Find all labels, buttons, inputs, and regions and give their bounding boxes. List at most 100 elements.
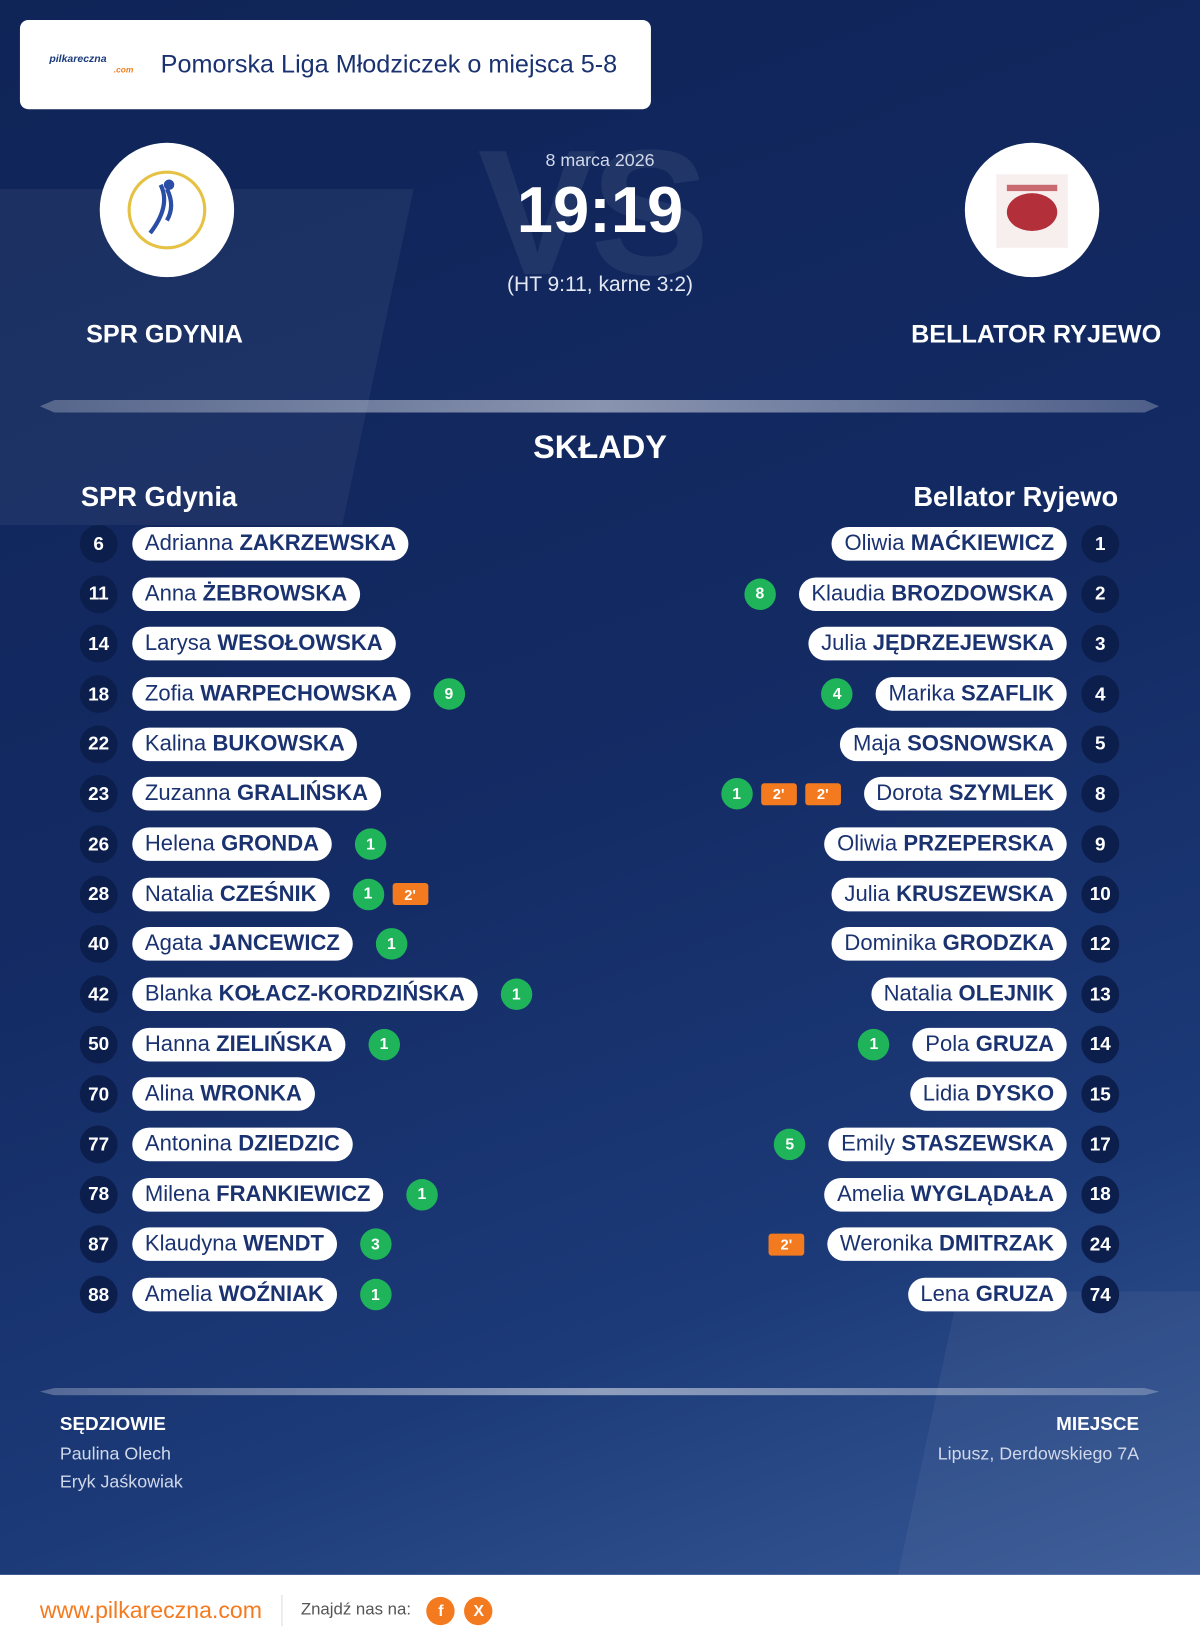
player-row: 14 Pola GRUZA 1 xyxy=(858,1025,1120,1064)
player-row: 11 Anna ŻEBROWSKA xyxy=(79,574,360,613)
first-name: Emily xyxy=(841,1131,896,1156)
player-row: 24 Weronika DMITRZAK 2' xyxy=(768,1225,1120,1264)
away-logo xyxy=(996,174,1068,248)
last-name: DZIEDZIC xyxy=(238,1131,340,1156)
last-name: WESOŁOWSKA xyxy=(217,631,383,656)
x-link[interactable]: X xyxy=(464,1596,493,1625)
goals-badge: 4 xyxy=(821,678,853,710)
bg-shape xyxy=(895,1291,1200,1586)
last-name: GRODZKA xyxy=(942,931,1055,956)
first-name: Blanka xyxy=(144,981,213,1006)
first-name: Julia xyxy=(821,631,867,656)
league-card: pilkareczna .com Pomorska Liga Młodziczek… xyxy=(19,19,651,110)
player-row: 14 Larysa WESOŁOWSKA xyxy=(79,625,396,663)
first-name: Maja xyxy=(852,731,901,756)
events: 2' xyxy=(768,1233,805,1256)
player-name: Lidia DYSKO xyxy=(910,1077,1067,1112)
last-name: GRONDA xyxy=(221,831,320,856)
player-number: 40 xyxy=(79,925,118,964)
goals-badge: 1 xyxy=(858,1028,890,1061)
facebook-link[interactable]: f xyxy=(426,1596,456,1625)
first-name: Dorota xyxy=(876,781,943,806)
home-logo xyxy=(127,170,207,250)
player-number: 23 xyxy=(79,775,118,813)
events: 1 xyxy=(354,828,387,860)
goals-badge: 1 xyxy=(354,828,387,860)
last-name: MAĆKIEWICZ xyxy=(910,531,1055,556)
player-name: Zofia WARPECHOWSKA xyxy=(132,677,411,711)
events: 3 xyxy=(359,1228,392,1261)
player-row: 13 Natalia OLEJNIK xyxy=(871,975,1120,1014)
player-number: 77 xyxy=(79,1125,118,1164)
last-name: BUKOWSKA xyxy=(212,731,345,756)
site-link[interactable]: www.pilkareczna.com xyxy=(39,1596,262,1624)
last-name: ZIELIŃSKA xyxy=(216,1031,333,1056)
player-row: 26 Helena GRONDA 1 xyxy=(79,825,387,864)
last-name: CZEŚNIK xyxy=(219,881,317,906)
divider xyxy=(40,400,1159,413)
last-name: ZAKRZEWSKA xyxy=(239,531,397,556)
events: 4 xyxy=(821,678,853,710)
player-number: 8 xyxy=(1081,775,1120,813)
first-name: Alina xyxy=(144,1081,194,1106)
first-name: Kalina xyxy=(144,731,207,756)
events: 1 2' xyxy=(352,878,428,910)
last-name: WENDT xyxy=(243,1231,324,1257)
player-name: Larysa WESOŁOWSKA xyxy=(132,627,396,661)
player-row: 78 Milena FRANKIEWICZ 1 xyxy=(79,1175,438,1214)
goals-badge: 1 xyxy=(368,1028,400,1061)
last-name: KOŁACZ-KORDZIŃSKA xyxy=(218,981,465,1006)
player-name: Adrianna ZAKRZEWSKA xyxy=(132,527,409,561)
first-name: Lidia xyxy=(922,1081,970,1106)
events: 1 xyxy=(368,1028,400,1061)
venue-title: MIEJSCE xyxy=(1056,1413,1140,1435)
player-row: 18 Amelia WYGLĄDAŁA xyxy=(824,1175,1120,1214)
suspension-badge: 2' xyxy=(760,783,797,806)
first-name: Julia xyxy=(844,881,890,906)
events: 9 xyxy=(433,678,465,710)
match-date: 8 marca 2026 xyxy=(545,150,655,171)
official: Paulina Olech xyxy=(59,1443,171,1464)
player-row: 6 Adrianna ZAKRZEWSKA xyxy=(79,524,409,563)
events: 5 xyxy=(773,1128,806,1161)
player-row: 3 Julia JĘDRZEJEWSKA xyxy=(808,625,1120,663)
home-team-label: SPR Gdynia xyxy=(80,480,238,513)
player-row: 22 Kalina BUKOWSKA xyxy=(79,725,358,763)
match-details: (HT 9:11, karne 3:2) xyxy=(507,272,693,297)
player-name: Weronika DMITRZAK xyxy=(827,1227,1067,1262)
home-name: SPR GDYNIA xyxy=(86,320,243,349)
officials-title: SĘDZIOWIE xyxy=(59,1413,166,1435)
first-name: Oliwia xyxy=(837,831,898,856)
league-title: Pomorska Liga Młodziczek o miejsca 5-8 xyxy=(160,49,618,79)
first-name: Marika xyxy=(888,681,955,706)
last-name: WOŹNIAK xyxy=(218,1281,324,1307)
player-row: 87 Klaudyna WENDT 3 xyxy=(79,1225,392,1264)
player-number: 10 xyxy=(1081,875,1120,914)
divider xyxy=(40,1388,1159,1395)
player-number: 74 xyxy=(1081,1275,1120,1314)
player-row: 23 Zuzanna GRALIŃSKA xyxy=(79,775,381,813)
player-name: Kalina BUKOWSKA xyxy=(132,727,358,761)
last-name: KRUSZEWSKA xyxy=(896,881,1055,906)
player-name: Alina WRONKA xyxy=(132,1077,315,1112)
player-name: Dorota SZYMLEK xyxy=(863,777,1067,811)
player-name: Zuzanna GRALIŃSKA xyxy=(132,777,381,811)
first-name: Klaudia xyxy=(811,581,885,606)
player-number: 70 xyxy=(79,1075,118,1114)
player-name: Julia KRUSZEWSKA xyxy=(831,877,1067,911)
player-number: 4 xyxy=(1081,675,1120,713)
first-name: Hanna xyxy=(144,1031,210,1056)
goals-badge: 1 xyxy=(359,1278,392,1311)
events: 1 xyxy=(500,978,532,1011)
suspension-badge: 2' xyxy=(804,783,841,806)
away-team-label: Bellator Ryjewo xyxy=(913,480,1119,513)
player-number: 17 xyxy=(1081,1125,1120,1164)
last-name: GRUZA xyxy=(975,1031,1055,1056)
player-name: Antonina DZIEDZIC xyxy=(132,1127,353,1162)
player-name: Emily STASZEWSKA xyxy=(828,1127,1067,1162)
venue-address: Lipusz, Derdowskiego 7A xyxy=(937,1443,1140,1464)
player-name: Maja SOSNOWSKA xyxy=(840,727,1067,761)
first-name: Milena xyxy=(144,1181,210,1207)
